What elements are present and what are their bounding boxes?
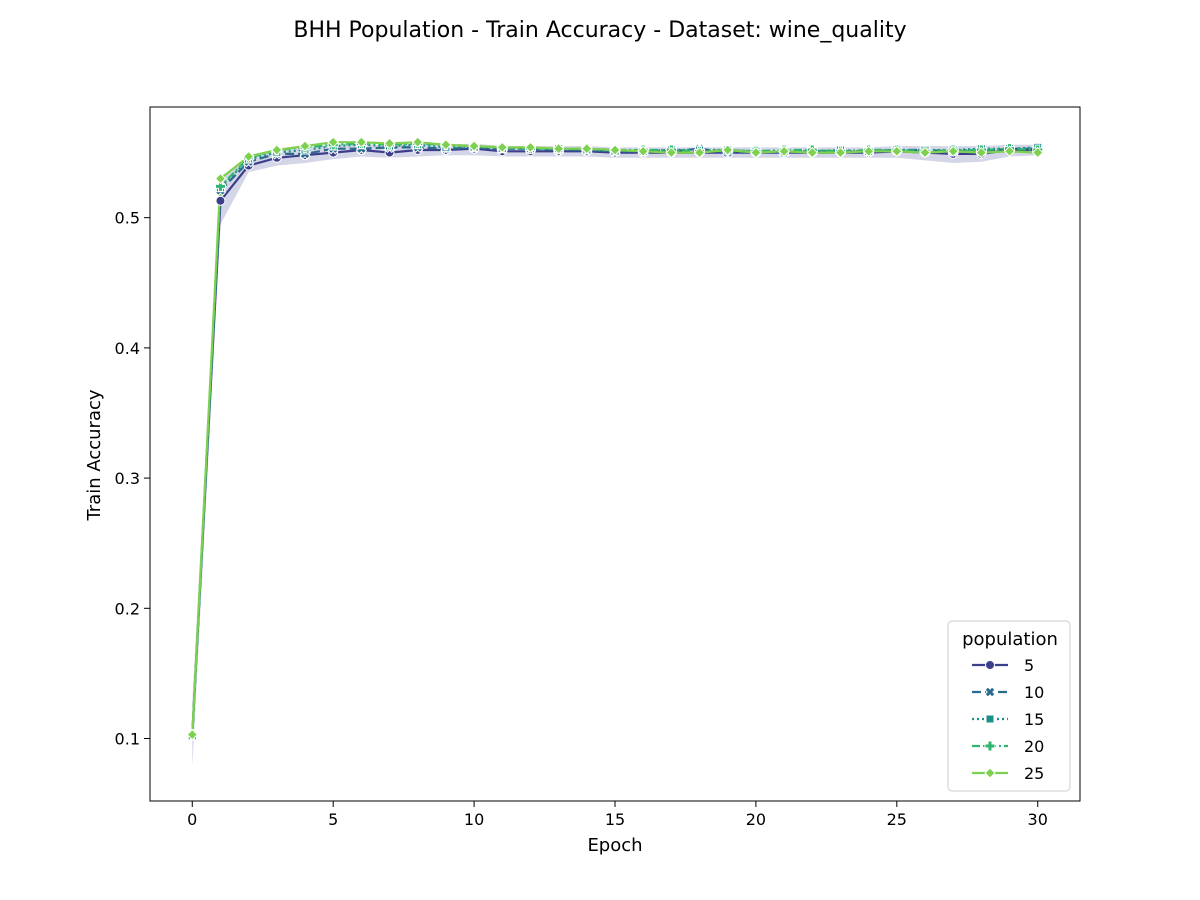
legend-marker-20 [984, 740, 996, 752]
y-tick-label: 0.1 [115, 730, 140, 749]
series-25-point [1032, 146, 1044, 159]
series-25-point [214, 172, 227, 185]
x-tick-label: 5 [328, 810, 338, 829]
series-25-point [186, 728, 198, 741]
series-25-point [919, 146, 931, 159]
legend-label-25: 25 [1024, 764, 1044, 783]
series-25-point [891, 145, 903, 157]
series-25-point [806, 146, 818, 159]
y-tick-label: 0.5 [115, 209, 140, 228]
y-tick-label: 0.4 [115, 339, 140, 358]
series-25-point [468, 140, 480, 152]
series-markers [186, 136, 1044, 742]
y-axis-label: Train Accuracy [84, 389, 105, 521]
legend-marker-5 [985, 660, 995, 670]
series-25-point [693, 146, 706, 159]
legend-label-10: 10 [1024, 683, 1044, 702]
series-25-point [524, 141, 537, 154]
legend-label-20: 20 [1024, 737, 1044, 756]
series-25-point [1003, 145, 1016, 157]
x-axis-ticks: 0 5 10 15 20 25 30 [187, 801, 1048, 829]
series-25-point [722, 144, 734, 156]
series-25-point [355, 136, 368, 148]
series-25-point [665, 146, 678, 159]
legend-title: population [962, 629, 1058, 650]
series-25-point [496, 141, 508, 154]
series-25-point [862, 145, 875, 157]
series-25-point [947, 145, 959, 157]
series-25-point [581, 142, 593, 155]
legend-items: 5 10 15 20 25 [972, 656, 1044, 783]
series-20-point [214, 180, 226, 192]
series-25-point [609, 144, 621, 156]
series-25-point [327, 136, 339, 148]
series-25-point [440, 139, 452, 151]
y-axis-ticks: 0.1 0.2 0.3 0.4 0.5 [115, 209, 150, 749]
series-25-point [834, 146, 847, 159]
x-tick-label: 25 [887, 810, 907, 829]
x-tick-label: 30 [1028, 810, 1048, 829]
series-25-point [637, 145, 649, 157]
series-25-point [242, 150, 255, 163]
x-tick-label: 20 [746, 810, 766, 829]
series-25-point [778, 145, 790, 157]
legend-marker-10 [984, 686, 996, 698]
x-tick-label: 10 [464, 810, 484, 829]
series-25-point [412, 136, 424, 148]
x-axis-label: Epoch [587, 835, 642, 856]
chart-title: BHH Population - Train Accuracy - Datase… [293, 18, 906, 43]
y-tick-label: 0.3 [115, 469, 140, 488]
y-tick-label: 0.2 [115, 599, 140, 618]
legend-label-5: 5 [1024, 656, 1034, 675]
x-tick-label: 15 [605, 810, 625, 829]
series-5-point [215, 195, 226, 206]
series-25-point [975, 146, 988, 159]
legend-box [947, 620, 1071, 792]
series-25-point [271, 144, 283, 156]
series-25-point [750, 146, 762, 159]
series-25-point [299, 140, 311, 152]
series-25-point [383, 137, 396, 150]
x-tick-label: 0 [187, 810, 197, 829]
series-25-point [552, 142, 565, 155]
legend: population 5 10 15 20 25 [947, 620, 1071, 792]
legend-marker-15 [985, 714, 995, 724]
legend-marker-25 [984, 767, 996, 779]
legend-label-15: 15 [1024, 710, 1044, 729]
